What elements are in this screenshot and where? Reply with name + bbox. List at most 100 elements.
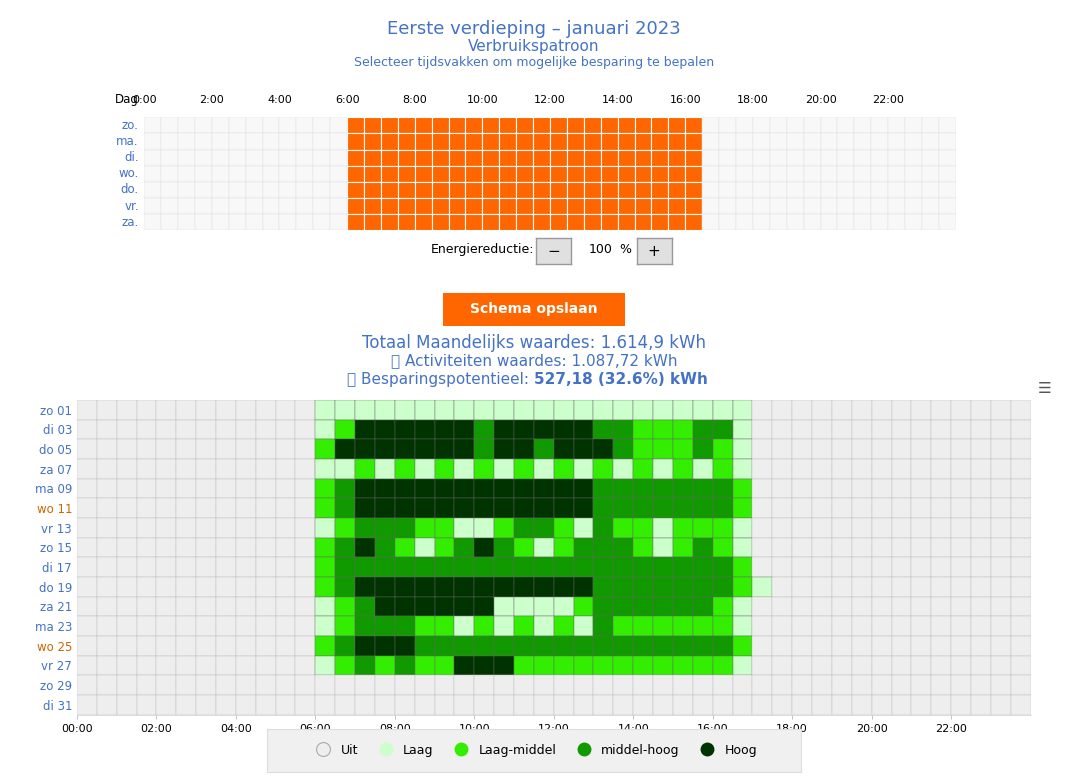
Bar xyxy=(770,117,787,134)
Bar xyxy=(483,149,500,166)
Bar xyxy=(375,439,395,459)
Bar xyxy=(892,459,911,479)
Bar xyxy=(263,149,280,166)
Bar xyxy=(952,616,971,636)
Bar xyxy=(533,214,550,230)
Bar xyxy=(97,695,116,715)
Bar xyxy=(574,537,594,558)
Bar xyxy=(553,597,574,616)
Bar xyxy=(600,166,617,182)
Bar xyxy=(753,134,770,149)
Bar xyxy=(832,479,852,498)
Bar xyxy=(161,166,178,182)
Bar xyxy=(330,214,347,230)
Bar xyxy=(116,498,137,518)
Bar xyxy=(466,214,483,230)
Bar xyxy=(669,198,686,214)
Bar xyxy=(693,636,712,655)
Bar xyxy=(852,597,871,616)
Bar xyxy=(812,400,832,419)
Bar xyxy=(673,400,693,419)
Bar xyxy=(719,198,736,214)
Bar xyxy=(753,655,772,676)
Bar xyxy=(156,676,176,695)
Bar xyxy=(673,616,693,636)
Bar xyxy=(77,419,97,439)
Bar xyxy=(514,419,534,439)
Bar xyxy=(330,166,347,182)
Bar xyxy=(137,558,156,577)
Bar xyxy=(276,676,296,695)
Bar xyxy=(355,636,375,655)
Bar xyxy=(315,558,335,577)
Bar xyxy=(594,400,613,419)
Bar xyxy=(454,537,474,558)
Bar xyxy=(296,676,315,695)
Bar xyxy=(211,117,229,134)
Bar xyxy=(449,117,466,134)
Bar xyxy=(395,616,414,636)
Bar xyxy=(474,597,494,616)
Bar xyxy=(137,676,156,695)
Bar xyxy=(533,182,550,198)
Bar xyxy=(852,498,871,518)
Bar xyxy=(137,459,156,479)
Bar xyxy=(395,419,414,439)
Bar xyxy=(449,182,466,198)
Bar xyxy=(820,182,837,198)
Bar xyxy=(574,439,594,459)
Bar xyxy=(500,117,516,134)
Bar xyxy=(236,498,255,518)
Bar xyxy=(533,166,550,182)
Bar xyxy=(574,655,594,676)
Bar xyxy=(600,198,617,214)
Bar xyxy=(144,117,161,134)
Bar xyxy=(971,419,991,439)
Bar xyxy=(97,558,116,577)
Bar xyxy=(594,459,613,479)
Bar xyxy=(494,498,514,518)
Bar xyxy=(280,198,297,214)
Bar xyxy=(574,419,594,439)
Bar xyxy=(347,134,364,149)
Text: 10:00: 10:00 xyxy=(467,95,498,105)
Bar xyxy=(315,400,335,419)
Bar xyxy=(296,439,315,459)
Bar xyxy=(792,400,812,419)
Bar xyxy=(931,498,952,518)
Bar xyxy=(567,166,584,182)
Bar xyxy=(533,149,550,166)
Bar xyxy=(255,419,276,439)
Bar xyxy=(156,419,176,439)
Bar xyxy=(753,498,772,518)
Bar xyxy=(553,558,574,577)
Bar xyxy=(355,479,375,498)
Bar xyxy=(246,182,263,198)
Bar xyxy=(156,636,176,655)
Bar xyxy=(236,400,255,419)
Bar xyxy=(414,479,435,498)
Bar xyxy=(553,695,574,715)
Bar xyxy=(991,695,1010,715)
Bar xyxy=(347,149,364,166)
Text: 100: 100 xyxy=(588,244,612,256)
Bar xyxy=(276,400,296,419)
Bar xyxy=(854,117,871,134)
Bar xyxy=(574,695,594,715)
Bar xyxy=(255,655,276,676)
Bar xyxy=(736,214,753,230)
Bar xyxy=(952,558,971,577)
Bar xyxy=(871,459,892,479)
Bar xyxy=(466,117,483,134)
Bar xyxy=(355,695,375,715)
Bar xyxy=(263,182,280,198)
Bar xyxy=(375,636,395,655)
Bar xyxy=(804,214,820,230)
Bar xyxy=(355,400,375,419)
Bar xyxy=(787,198,804,214)
Bar xyxy=(435,537,454,558)
Bar xyxy=(911,439,931,459)
Bar xyxy=(116,558,137,577)
Bar xyxy=(991,479,1010,498)
Bar xyxy=(820,117,837,134)
